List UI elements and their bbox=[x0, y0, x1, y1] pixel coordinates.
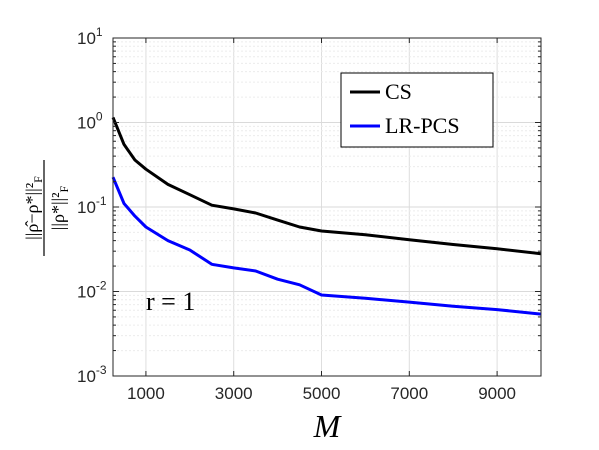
x-tick-label: 7000 bbox=[390, 384, 428, 403]
legend-label-lr-pcs: LR-PCS bbox=[385, 113, 460, 138]
y-tick-label: 10-2 bbox=[77, 279, 107, 302]
y-axis-label-numerator: ||ρ̂−ρ*||²F bbox=[22, 176, 45, 240]
annotation: r = 1 bbox=[146, 287, 195, 316]
y-tick-label: 100 bbox=[77, 110, 103, 133]
y-tick-label: 10-3 bbox=[77, 363, 107, 386]
x-tick-label: 5000 bbox=[303, 384, 341, 403]
series-line-lr-pcs bbox=[111, 176, 542, 316]
series-line-cs bbox=[111, 116, 542, 256]
x-tick-label: 9000 bbox=[478, 384, 516, 403]
y-axis-label: ||ρ̂−ρ*||²F ||ρ*||²F bbox=[22, 160, 71, 256]
y-tick-label: 10-1 bbox=[77, 194, 107, 217]
x-axis-label: M bbox=[313, 408, 343, 444]
series-layer bbox=[111, 116, 542, 316]
legend-label-cs: CS bbox=[385, 79, 412, 104]
ticks bbox=[113, 37, 541, 377]
legend: CS LR-PCS bbox=[340, 72, 494, 148]
y-tick-label: 101 bbox=[77, 25, 103, 48]
x-tick-label: 3000 bbox=[215, 384, 253, 403]
legend-box bbox=[340, 72, 494, 148]
y-axis-label-denominator: ||ρ*||²F bbox=[48, 185, 71, 230]
x-tick-label: 1000 bbox=[127, 384, 165, 403]
